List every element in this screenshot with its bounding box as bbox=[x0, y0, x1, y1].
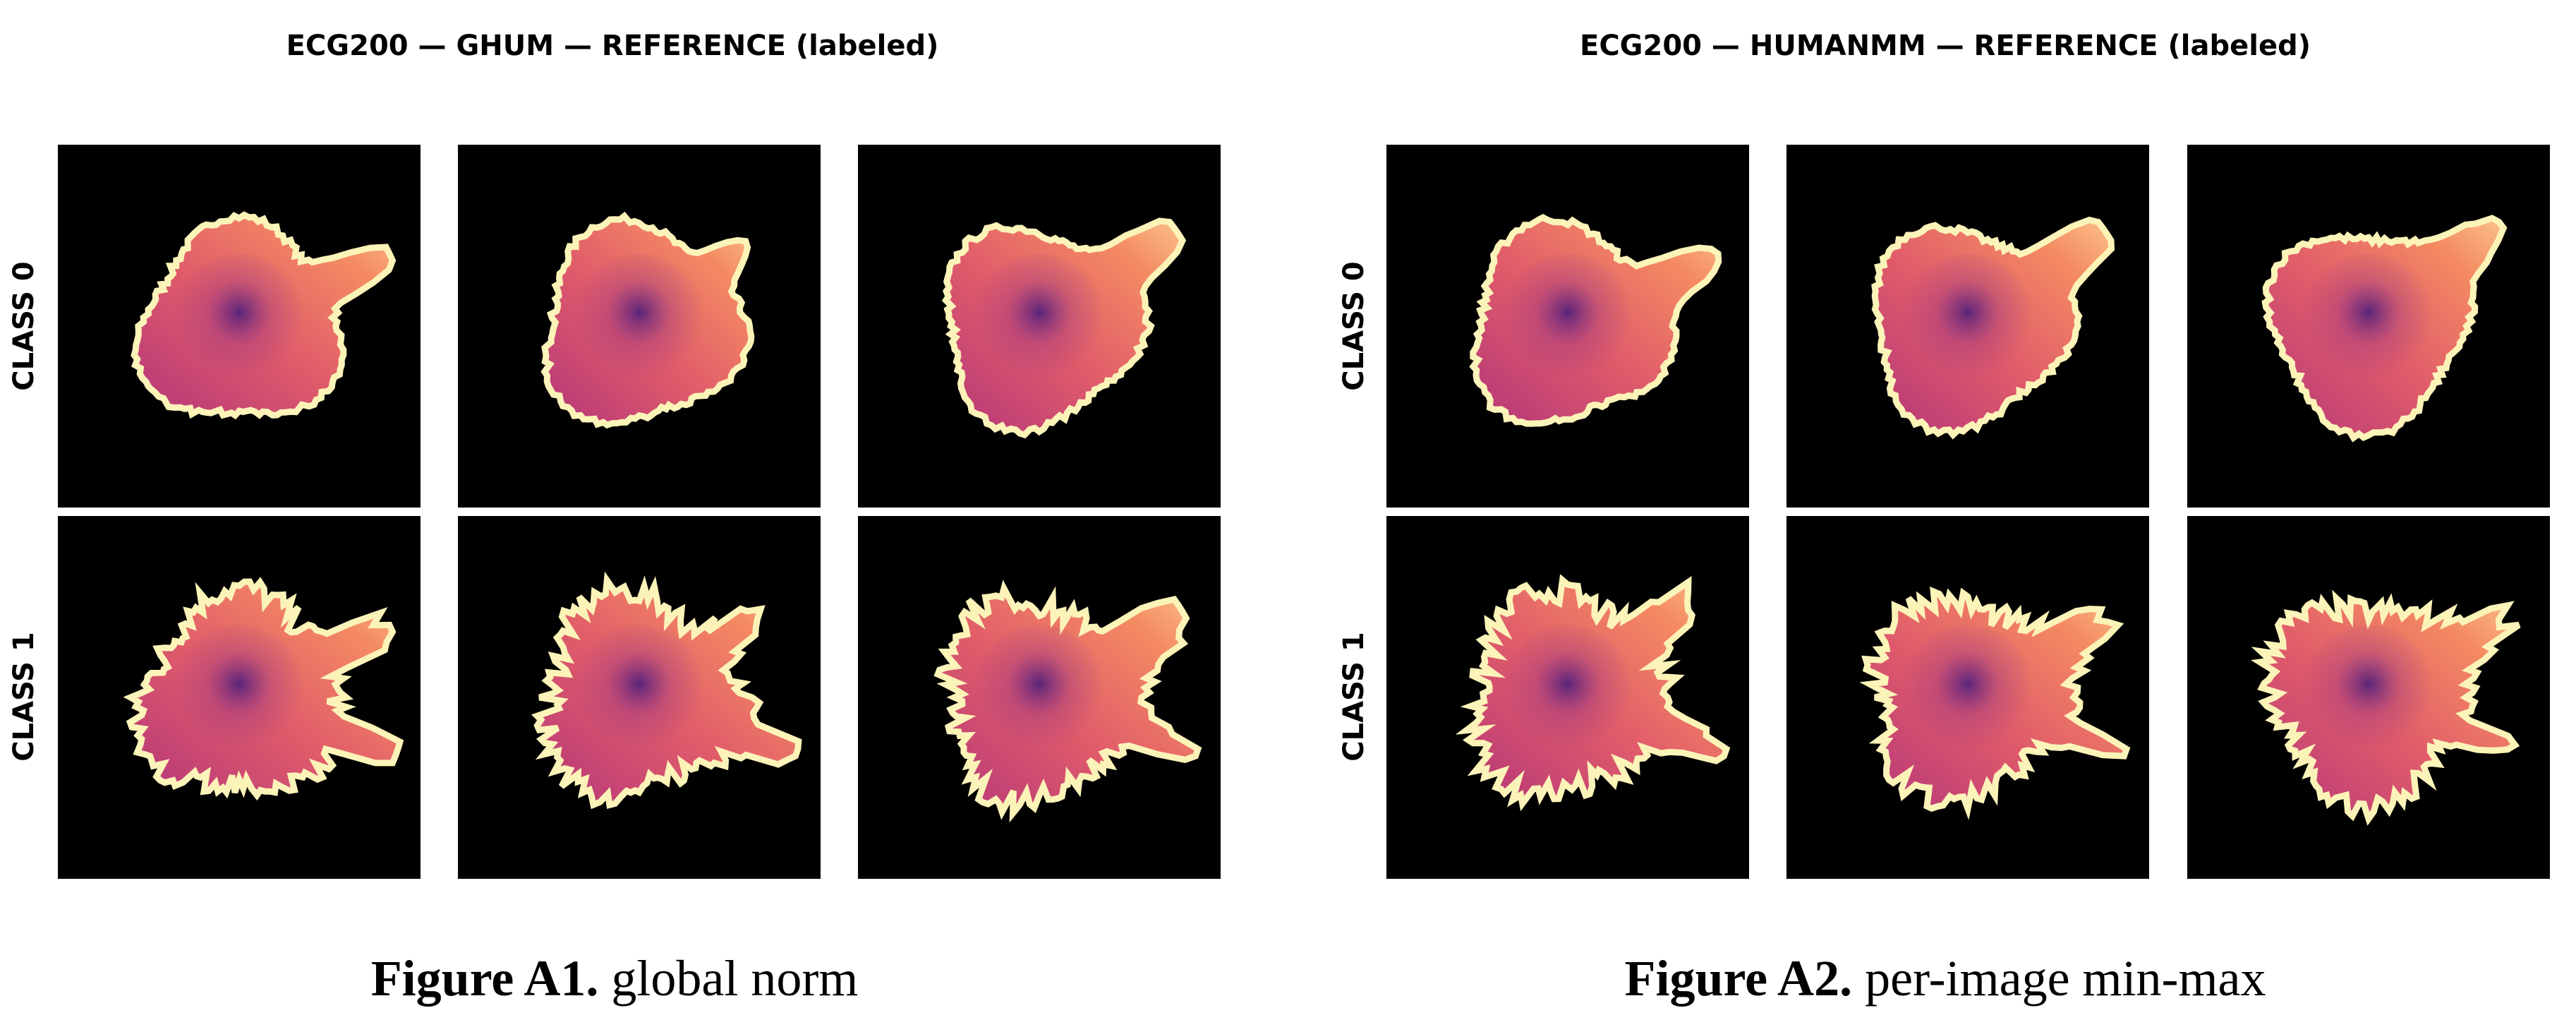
heatmap-core bbox=[1902, 625, 2033, 756]
row-label: CLASS 1 bbox=[1338, 632, 1370, 761]
panel-title: ECG200 — HUMANMM — REFERENCE (labeled) bbox=[1580, 30, 2311, 62]
heatmap-core bbox=[1502, 625, 1633, 756]
heatmap-core bbox=[974, 253, 1105, 385]
caption-text: per-image min-max bbox=[1865, 950, 2266, 1007]
heatmap-core bbox=[574, 625, 705, 756]
heatmap-core bbox=[1502, 253, 1633, 385]
heatmap-core bbox=[2303, 625, 2434, 756]
heatmap-core bbox=[174, 625, 305, 756]
caption: Figure A1. global norm bbox=[371, 950, 859, 1007]
caption: Figure A2. per-image min-max bbox=[1624, 950, 2266, 1007]
caption-label: Figure A2. bbox=[1624, 950, 1852, 1007]
heatmap-core bbox=[574, 253, 705, 385]
row-label: CLASS 0 bbox=[8, 261, 40, 390]
panel: ECG200 — HUMANMM — REFERENCE (labeled) C… bbox=[1338, 30, 2550, 1007]
row-label: CLASS 1 bbox=[8, 632, 40, 761]
panel: ECG200 — GHUM — REFERENCE (labeled) CLAS… bbox=[8, 30, 1221, 1007]
heatmap-core bbox=[974, 625, 1105, 756]
panel-title: ECG200 — GHUM — REFERENCE (labeled) bbox=[286, 30, 939, 62]
row-label: CLASS 0 bbox=[1338, 261, 1370, 390]
heatmap-core bbox=[1902, 253, 2033, 385]
heatmap-core bbox=[174, 253, 305, 385]
caption-text: global norm bbox=[611, 950, 858, 1007]
heatmap-core bbox=[2303, 253, 2434, 385]
caption-label: Figure A1. bbox=[371, 950, 599, 1007]
